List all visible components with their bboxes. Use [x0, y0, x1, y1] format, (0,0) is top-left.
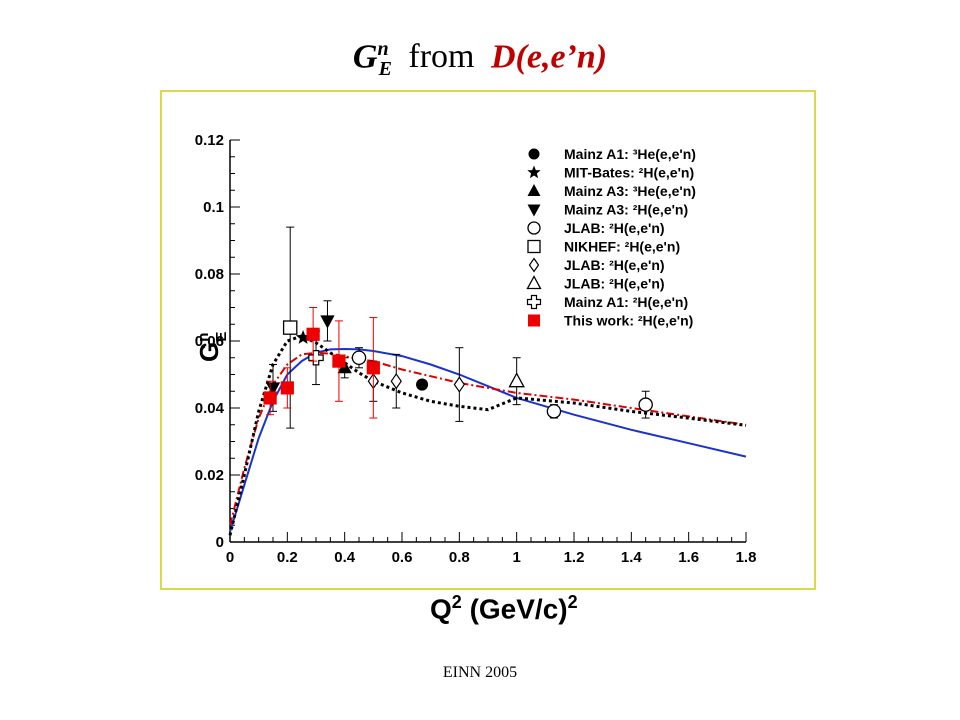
title-superscript: n	[377, 38, 389, 60]
x-tick-label: 1.2	[564, 549, 585, 566]
y-tick-label: 0.12	[195, 132, 224, 149]
x-tick-label: 1	[512, 549, 520, 566]
y-tick-label: 0.06	[195, 333, 224, 350]
x-tick-label: 0.6	[392, 549, 413, 566]
chart-frame: 0 0.2 0.4 0.6 0.8 1 1.2 1.4 1.6 1.8 0 0.02 0.04 0.06 0…	[160, 90, 816, 590]
x-tick-label: 0.8	[449, 549, 470, 566]
x-tick-label: 0.4	[334, 549, 356, 566]
x-axis-label-units: (GeV/c)	[469, 593, 568, 625]
data-point-series-6	[390, 372, 402, 390]
footer-text: EINN 2005	[442, 664, 518, 681]
legend-label-0: Mainz A1: ³He(e,e'n)	[564, 146, 696, 162]
data-point-series-5	[282, 320, 298, 335]
x-axis-label-units-sup: 2	[567, 592, 578, 612]
data-point-series-0	[416, 378, 429, 391]
data-point-series-7	[508, 372, 525, 388]
x-tick-label: 1.8	[736, 549, 757, 566]
y-tick-label: 0.02	[195, 467, 224, 484]
data-point-series-4	[351, 350, 367, 365]
title-symbol: G	[352, 38, 378, 76]
data-point-series-9	[263, 391, 277, 405]
legend-marker-3	[527, 204, 541, 217]
legend-marker-9	[528, 314, 540, 327]
data-point-series-9	[280, 381, 294, 395]
slide-title: GnE from D(e,e’n)	[0, 38, 960, 81]
data-point-series-3	[265, 382, 281, 396]
x-axis-label: Q2 (GeV/c)2	[430, 592, 578, 625]
theory-curve-dashed	[228, 334, 747, 536]
data-point-series-6	[453, 376, 466, 393]
x-tick-label: 0.2	[277, 549, 298, 566]
data-point-series-9	[366, 361, 380, 375]
theory-curve-dash-dot	[229, 351, 747, 526]
title-from: from	[408, 38, 475, 76]
data-point-series-4	[546, 404, 562, 419]
x-tick-label: 0	[226, 549, 234, 566]
legend-label-9: This work: ²H(e,e'n)	[564, 313, 693, 329]
legend-marker-0	[528, 148, 540, 160]
legend-marker-4	[527, 221, 541, 235]
legend-label-4: JLAB: ²H(e,e'n)	[564, 220, 665, 236]
data-point-series-8	[308, 350, 324, 366]
legend-label-3: Mainz A3: ²H(e,e'n)	[564, 202, 688, 218]
y-tick-label: 0.1	[203, 199, 224, 216]
legend-marker-2	[527, 184, 541, 196]
legend-label-5: NIKHEF: ²H(e,e'n)	[564, 239, 680, 255]
legend-label-7: JLAB: ²H(e,e'n)	[564, 276, 665, 292]
x-tick-label: 1.4	[621, 549, 643, 566]
legend-label-1: MIT-Bates: ²H(e,e'n)	[564, 165, 694, 181]
y-tick-label: 0	[216, 534, 224, 551]
chart-plot: 0 0.2 0.4 0.6 0.8 1 1.2 1.4 1.6 1.8 0 0.02 0.04 0.06 0…	[194, 132, 757, 566]
x-axis-label-q-sup: 2	[451, 592, 462, 612]
legend-marker-8	[526, 294, 542, 310]
title-reaction: D(e,e’n)	[491, 38, 608, 76]
theory-curve-solid	[229, 347, 747, 533]
legend-marker-6	[528, 257, 540, 273]
legend-marker-7	[526, 275, 542, 290]
legend-label-8: Mainz A1: ²H(e,e'n)	[564, 294, 688, 310]
data-point-series-4	[638, 397, 653, 412]
y-tick-label: 0.04	[195, 400, 225, 417]
data-point-series-3	[320, 315, 335, 329]
legend-marker-1	[527, 165, 541, 179]
data-point-series-9	[306, 327, 320, 341]
data-point-series-1	[295, 330, 311, 344]
title-subscript: E	[378, 58, 392, 81]
data-point-series-9	[332, 354, 346, 368]
y-axis-label: GnE	[194, 332, 230, 362]
y-tick-label: 0.08	[195, 266, 224, 283]
x-axis-label-q: Q	[430, 593, 452, 625]
legend-marker-5	[527, 239, 541, 254]
x-tick-label: 1.6	[678, 549, 699, 566]
legend-label-2: Mainz A3: ³He(e,e'n)	[564, 183, 696, 199]
legend-label-6: JLAB: ²H(e,e'n)	[564, 257, 665, 273]
